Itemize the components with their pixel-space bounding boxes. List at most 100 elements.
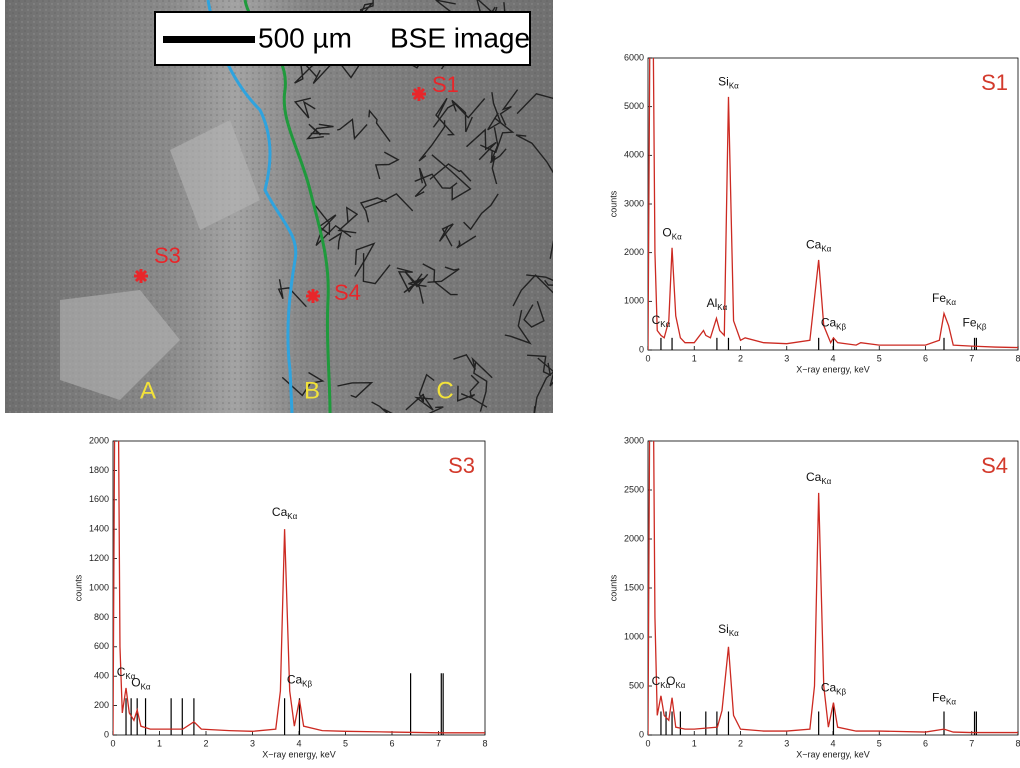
crack bbox=[368, 109, 391, 143]
crack bbox=[328, 231, 343, 250]
crack bbox=[277, 279, 307, 308]
x-tick-label: 2 bbox=[738, 738, 743, 748]
x-tick-label: 4 bbox=[830, 738, 835, 748]
peak-line: Kβ bbox=[977, 323, 987, 332]
peak-label: SiKα bbox=[718, 75, 739, 91]
plot-content bbox=[648, 441, 1018, 735]
crack bbox=[456, 235, 477, 249]
y-tick-label: 1600 bbox=[89, 494, 109, 504]
crack bbox=[438, 223, 454, 247]
scale-label: 500 µm bbox=[258, 22, 352, 53]
x-tick-label: 5 bbox=[877, 738, 882, 748]
y-tick-label: 6000 bbox=[624, 52, 644, 62]
crack bbox=[516, 93, 553, 115]
plot-area bbox=[647, 440, 1019, 736]
crack bbox=[453, 353, 493, 379]
peak-element: Fe bbox=[932, 691, 946, 705]
x-tick-label: 6 bbox=[389, 738, 394, 748]
x-tick-label: 5 bbox=[877, 353, 882, 363]
y-axis-label: counts bbox=[73, 574, 83, 601]
crack bbox=[537, 357, 553, 387]
star bbox=[134, 269, 148, 283]
peak-line: Kα bbox=[287, 512, 297, 521]
peak-label: CaKβ bbox=[821, 681, 847, 697]
x-axis-label: X−ray energy, keV bbox=[796, 749, 870, 759]
crack bbox=[305, 123, 334, 140]
peak-element: Ca bbox=[287, 673, 303, 687]
y-tick-label: 0 bbox=[104, 729, 109, 739]
y-tick-label: 400 bbox=[94, 671, 109, 681]
x-tick-label: 2 bbox=[203, 738, 208, 748]
peak-line: Kα bbox=[729, 82, 739, 91]
spectrum-line bbox=[113, 441, 485, 735]
spectrum-label: S3 bbox=[448, 453, 475, 478]
x-tick-label: 8 bbox=[482, 738, 487, 748]
crack bbox=[431, 154, 472, 201]
crack bbox=[414, 173, 458, 189]
peak-line: Kβ bbox=[302, 679, 312, 688]
peak-label: CKα bbox=[652, 674, 671, 690]
y-tick-label: 4000 bbox=[624, 150, 644, 160]
x-tick-label: 4 bbox=[296, 738, 301, 748]
y-tick-label: 800 bbox=[94, 612, 109, 622]
x-tick-label: 4 bbox=[830, 353, 835, 363]
peak-line: Kα bbox=[660, 681, 670, 690]
peak-element: Ca bbox=[821, 681, 837, 695]
image-caption: BSE image bbox=[390, 22, 530, 53]
boundary-ab bbox=[206, 0, 298, 413]
plot-area bbox=[112, 440, 486, 736]
crack bbox=[499, 89, 519, 126]
point-label: S1 bbox=[432, 72, 459, 97]
crack bbox=[314, 205, 337, 236]
peak-line: Kα bbox=[821, 245, 831, 254]
peak-element: Ca bbox=[806, 470, 822, 484]
x-tick-label: 7 bbox=[969, 353, 974, 363]
crack bbox=[456, 385, 476, 402]
crack bbox=[487, 92, 502, 131]
bse-image: 500 µm BSE image S1 S3 S4 A B C bbox=[5, 0, 553, 413]
peak-element: O bbox=[131, 675, 140, 689]
spectrum-label: S4 bbox=[981, 453, 1008, 478]
x-tick-label: 3 bbox=[250, 738, 255, 748]
peak-element: Al bbox=[707, 296, 718, 310]
crack bbox=[469, 374, 488, 408]
x-tick-label: 2 bbox=[738, 353, 743, 363]
crack bbox=[526, 274, 553, 286]
peak-line: Kα bbox=[672, 232, 682, 241]
peak-line: Kα bbox=[141, 682, 151, 691]
x-axis-label: X−ray energy, keV bbox=[796, 364, 870, 374]
x-tick-label: 0 bbox=[645, 738, 650, 748]
crack bbox=[527, 354, 552, 377]
crack bbox=[418, 373, 435, 403]
peak-label: CaKα bbox=[272, 505, 298, 521]
crack bbox=[504, 309, 532, 345]
peak-label: FeKα bbox=[932, 291, 956, 307]
peak-element: Ca bbox=[821, 316, 837, 330]
region-label: A bbox=[140, 377, 156, 404]
y-tick-label: 2500 bbox=[624, 484, 644, 494]
crack bbox=[371, 401, 393, 413]
peak-line: Kα bbox=[946, 698, 956, 707]
star bbox=[306, 289, 320, 303]
plot-content bbox=[648, 58, 1018, 350]
crack bbox=[405, 393, 434, 411]
spectrum-chart: 0 1000 2000 3000 4000 5000 6000 0 1 2 3 4 5 6 7 8 X−ray … bbox=[608, 52, 1020, 374]
y-tick-label: 0 bbox=[639, 729, 644, 739]
y-axis-label: counts bbox=[608, 190, 618, 217]
peak-element: O bbox=[666, 674, 675, 688]
crack bbox=[422, 263, 458, 296]
crack bbox=[337, 206, 359, 234]
peak-line: Kα bbox=[717, 303, 727, 312]
crack bbox=[515, 134, 553, 174]
peak-label: SiKα bbox=[718, 622, 739, 638]
x-tick-label: 5 bbox=[343, 738, 348, 748]
crack bbox=[293, 97, 316, 119]
x-tick-label: 1 bbox=[157, 738, 162, 748]
crack bbox=[364, 193, 414, 212]
peak-line: Kα bbox=[729, 629, 739, 638]
point-label: S4 bbox=[334, 280, 361, 305]
x-axis-label: X−ray energy, keV bbox=[262, 749, 336, 759]
crack bbox=[337, 381, 374, 399]
peak-label: CaKβ bbox=[287, 673, 313, 689]
